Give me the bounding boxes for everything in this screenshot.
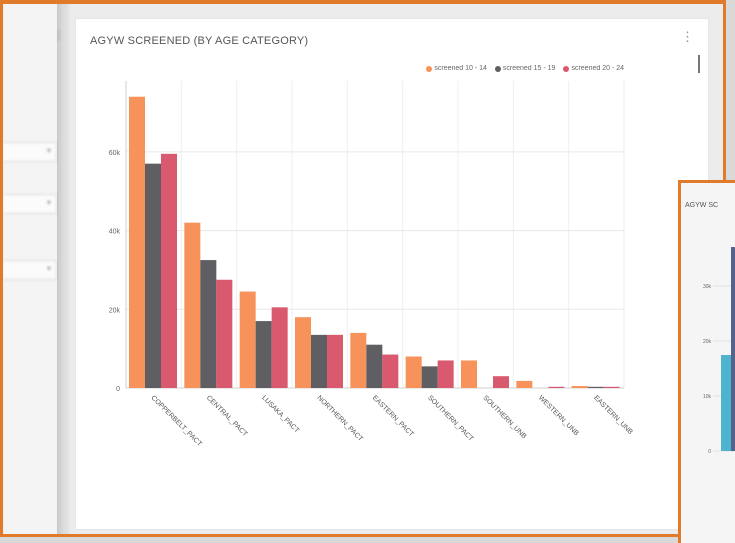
x-tick-label: SOUTHERN_UNB — [481, 394, 527, 440]
bar-western-unb — [548, 386, 565, 388]
bar-lusaka-pact — [239, 291, 256, 388]
chevron-down-icon: ▾ — [46, 264, 51, 273]
x-tick-label: EASTERN_PACT — [371, 394, 415, 438]
bar — [731, 247, 735, 451]
legend-item[interactable]: screened 15 - 19 — [494, 65, 556, 72]
x-tick-label: COPPERBELT_PACT — [149, 394, 203, 448]
bar-northern-pact — [295, 317, 311, 388]
bar-copperbelt-pact — [129, 96, 145, 388]
chevron-down-icon: ▾ — [46, 146, 51, 155]
legend-swatch — [494, 65, 501, 72]
x-tick-label: EASTERN_UNB — [592, 394, 634, 436]
dashboard-screenshot: ⋮ ▾ ▾ ▾ AGYW SCREENED (BY AGE CATEGORY) … — [0, 0, 726, 537]
chevron-down-icon: ▾ — [46, 198, 51, 207]
bar-southern-unb — [461, 360, 477, 388]
bar-southern-pact — [405, 356, 422, 388]
y-tick-label: 60k — [109, 150, 121, 157]
bar-southern-pact — [421, 366, 438, 388]
bar-chart: 0 20k 40k 60k COPPERBELT_PACT CENTRAL_PACT LUS… — [109, 81, 634, 448]
bar-southern-pact — [437, 360, 454, 388]
legend-swatch — [563, 65, 570, 72]
x-tick-label: WESTERN_UNB — [537, 394, 580, 437]
second-bar-chart: 0 10k 20k 30k — [703, 247, 735, 455]
bar-northern-pact — [311, 334, 327, 388]
bar-eastern-pact — [382, 354, 399, 388]
y-tick-label: 30k — [703, 284, 712, 290]
chart-card: AGYW SCREENED (BY AGE CATEGORY) ⋮ screen… — [75, 18, 709, 530]
bar-copperbelt-pact — [145, 163, 161, 388]
filter-select[interactable]: ▾ — [3, 194, 57, 214]
bar-lusaka-pact — [255, 321, 272, 388]
x-tick-label: CENTRAL_PACT — [205, 394, 249, 438]
legend-swatch — [426, 65, 433, 72]
bar-southern-unb — [493, 376, 509, 388]
filter-select[interactable]: ▾ — [3, 260, 57, 280]
x-tick-label: LUSAKA_PACT — [260, 394, 301, 435]
second-screenshot: AGYW SC 0 10k 20k 30k — [678, 180, 735, 543]
scrollbar[interactable] — [698, 55, 700, 73]
bar-eastern-unb — [587, 386, 604, 388]
x-tick-label: NORTHERN_PACT — [315, 394, 364, 443]
y-tick-label: 0 — [116, 386, 120, 393]
filter-menu-icon[interactable]: ⋮ — [53, 28, 65, 42]
bar-central-pact — [216, 279, 233, 388]
bar-eastern-pact — [366, 344, 383, 388]
legend-item[interactable]: screened 20 - 24 — [563, 65, 624, 72]
x-tick-label: SOUTHERN_PACT — [426, 394, 475, 443]
y-tick-label: 20k — [109, 307, 121, 314]
y-tick-label: 0 — [708, 449, 711, 455]
bar-eastern-unb — [571, 386, 588, 388]
y-tick-label: 10k — [703, 394, 712, 400]
filter-select[interactable]: ▾ — [3, 142, 57, 162]
legend-label: screened 15 - 19 — [502, 65, 556, 72]
y-tick-label: 40k — [109, 229, 121, 236]
bar-central-pact — [200, 260, 217, 388]
bar-eastern-unb — [603, 386, 620, 388]
bar-lusaka-pact — [271, 307, 288, 388]
chart-title: AGYW SCREENED (BY AGE CATEGORY) — [90, 35, 309, 47]
bar-western-unb — [516, 380, 533, 388]
bar-central-pact — [184, 222, 201, 388]
chart-legend: screened 10 - 14 screened 15 - 19 screened… — [426, 65, 624, 72]
legend-item[interactable]: screened 10 - 14 — [426, 65, 487, 72]
bar-eastern-pact — [350, 332, 367, 388]
kebab-icon[interactable]: ⋮ — [681, 29, 694, 44]
second-chart-title: AGYW SC — [685, 202, 719, 209]
bar — [721, 355, 731, 451]
filter-panel: ⋮ ▾ ▾ ▾ — [3, 4, 65, 534]
bar-northern-pact — [327, 334, 343, 388]
legend-label: screened 20 - 24 — [571, 65, 624, 72]
bar-copperbelt-pact — [161, 153, 177, 388]
legend-label: screened 10 - 14 — [434, 65, 487, 72]
panel-shadow — [57, 4, 71, 534]
y-tick-label: 20k — [703, 339, 712, 345]
